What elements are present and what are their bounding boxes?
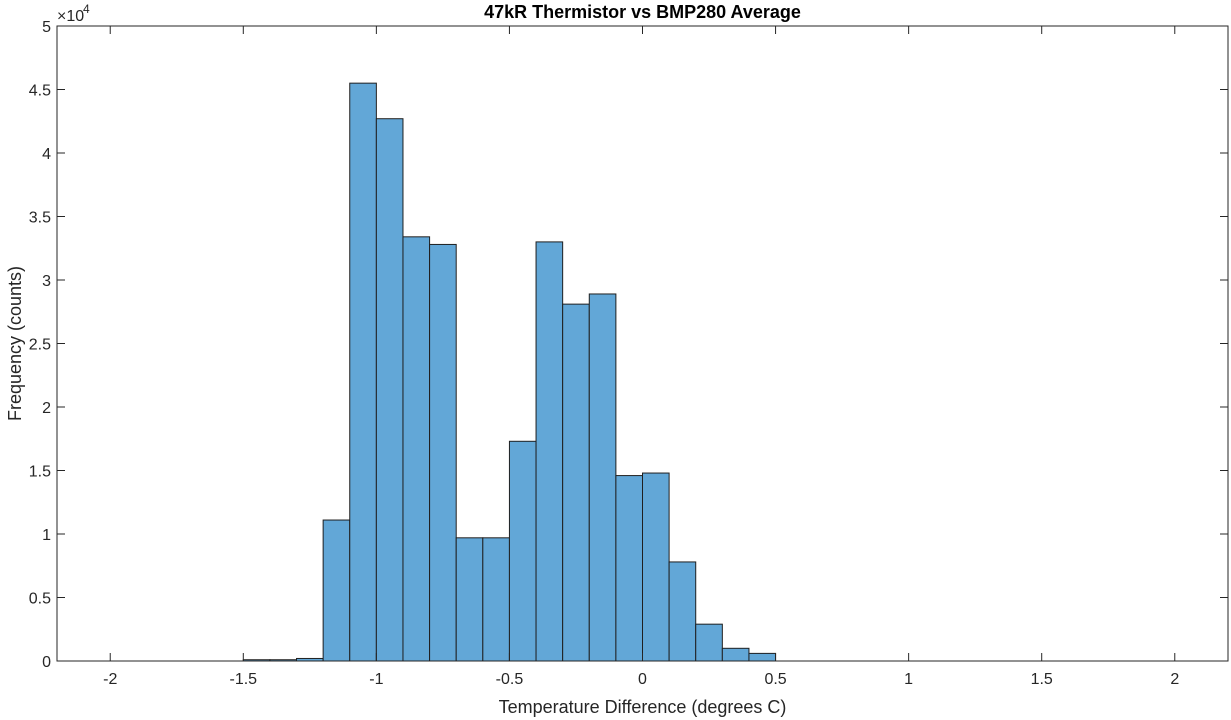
y-axis-label: Frequency (counts) xyxy=(5,266,25,421)
y-exponent-power: 4 xyxy=(83,2,90,16)
x-tick-label: -2 xyxy=(103,671,117,688)
histogram-bar xyxy=(695,623,723,662)
y-tick-label: 2 xyxy=(42,400,51,417)
x-tick-label: 1 xyxy=(904,671,913,688)
x-tick-label: -1.5 xyxy=(230,671,258,688)
chart-title: 47kR Thermistor vs BMP280 Average xyxy=(484,2,801,22)
x-tick-label: 0.5 xyxy=(764,671,786,688)
y-tick-label: 1.5 xyxy=(29,464,51,481)
histogram-bar xyxy=(588,293,617,662)
y-tick-label: 1 xyxy=(42,527,51,544)
x-tick-label: -0.5 xyxy=(496,671,524,688)
y-tick-label: 0.5 xyxy=(29,591,51,608)
x-tick-label: -1 xyxy=(369,671,383,688)
x-tick-label: 2 xyxy=(1170,671,1179,688)
histogram-bar xyxy=(482,537,510,662)
histogram-bar xyxy=(402,236,431,662)
histogram-bar xyxy=(508,440,537,662)
histogram-bar xyxy=(562,303,590,662)
histogram-bar xyxy=(429,243,457,662)
histogram-bar xyxy=(375,118,404,662)
histogram-bar xyxy=(349,82,377,662)
histogram-bar xyxy=(455,537,484,662)
histogram-bar xyxy=(668,561,697,662)
x-tick-label: 0 xyxy=(638,671,647,688)
x-tick-label: 1.5 xyxy=(1031,671,1053,688)
y-tick-label: 5 xyxy=(42,19,51,36)
y-tick-label: 2.5 xyxy=(29,337,51,354)
histogram-bar xyxy=(615,475,643,662)
x-axis-label: Temperature Difference (degrees C) xyxy=(499,697,787,717)
bars-layer xyxy=(242,82,777,662)
histogram-bar xyxy=(748,652,777,662)
y-exponent-base: ×10 xyxy=(57,8,84,25)
histogram-bar xyxy=(535,241,564,662)
y-tick-label: 3.5 xyxy=(29,210,51,227)
ticks-layer: -2 -1.5 -1 -0.5 0 0.5 1 1.5 2 0 0.5 1 1.5 2 2.5 3 3.5 4 4.… xyxy=(29,19,1228,688)
y-axis-exponent: ×10 4 xyxy=(57,2,90,25)
y-tick-label: 0 xyxy=(42,654,51,671)
y-tick-label: 3 xyxy=(42,273,51,290)
y-tick-label: 4.5 xyxy=(29,83,51,100)
histogram-bar xyxy=(721,647,750,662)
y-tick-label: 4 xyxy=(42,146,51,163)
histogram-bar xyxy=(642,472,670,662)
histogram-bar xyxy=(322,519,351,662)
